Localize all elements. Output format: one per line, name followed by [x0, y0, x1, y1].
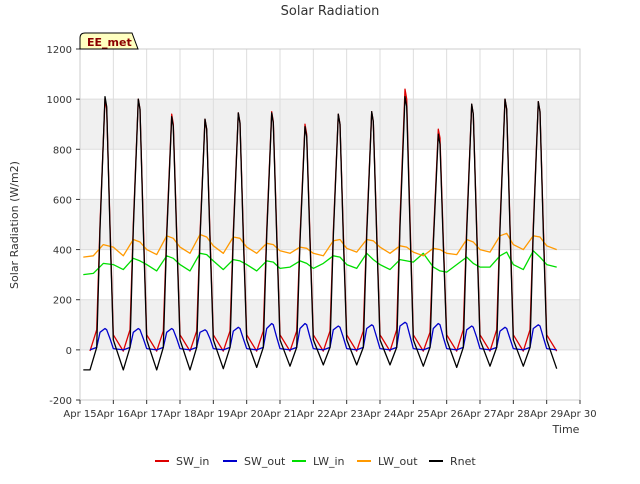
legend-label: SW_in	[176, 455, 209, 468]
x-tick-label: Apr 20	[230, 409, 263, 420]
y-tick-label: -200	[49, 396, 72, 407]
y-tick-label: 800	[53, 145, 72, 156]
legend: SW_in SW_out LW_in LW_out Rnet	[155, 455, 476, 468]
y-axis-label: Solar Radiation (W/m2)	[8, 161, 21, 289]
x-axis-label: Time	[552, 423, 580, 436]
x-tick-label: Apr 23	[330, 409, 363, 420]
x-tick-label: Apr 30	[563, 409, 596, 420]
legend-label: Rnet	[450, 455, 476, 468]
chart-title: Solar Radiation	[281, 4, 380, 19]
x-tick-label: Apr 26	[430, 409, 463, 420]
legend-label: LW_out	[378, 455, 418, 468]
y-tick-label: 1000	[47, 95, 72, 106]
series-line-sw-out	[89, 321, 557, 351]
site-badge: EE_met	[79, 32, 139, 50]
x-tick-label: Apr 22	[297, 409, 330, 420]
series-layer	[83, 88, 558, 371]
site-badge-label: EE_met	[87, 36, 132, 49]
x-tick-label: Apr 18	[163, 409, 196, 420]
y-tick-label: 400	[53, 246, 72, 257]
legend-label: SW_out	[244, 455, 286, 468]
x-tick-label: Apr 19	[197, 409, 230, 420]
site-badge-box	[79, 32, 139, 50]
legend-label: LW_in	[313, 455, 345, 468]
y-tick-label: 600	[53, 195, 72, 206]
series-line-rnet	[83, 95, 558, 371]
y-tick-label: 200	[53, 296, 72, 307]
x-tick-label: Apr 16	[97, 409, 130, 420]
x-tick-label: Apr 21	[263, 409, 296, 420]
y-tick-label: 1200	[47, 45, 72, 56]
x-tick-label: Apr 25	[397, 409, 430, 420]
x-axis: Apr 15 Apr 16 Apr 17 Apr 18 Apr 19 Apr 20 Apr …	[63, 400, 597, 420]
band-800	[80, 99, 580, 150]
x-tick-label: Apr 15	[63, 409, 96, 420]
plot-frame	[79, 48, 581, 401]
x-tick-label: Apr 17	[130, 409, 163, 420]
y-tick-label: 0	[66, 346, 72, 357]
y-axis: -200 0 200 400 600 800 1000 1200	[47, 45, 80, 407]
band-400	[80, 199, 580, 250]
x-tick-label: Apr 27	[463, 409, 496, 420]
x-tick-label: Apr 29	[530, 409, 563, 420]
x-tick-label: Apr 24	[363, 409, 396, 420]
x-tick-label: Apr 28	[497, 409, 530, 420]
